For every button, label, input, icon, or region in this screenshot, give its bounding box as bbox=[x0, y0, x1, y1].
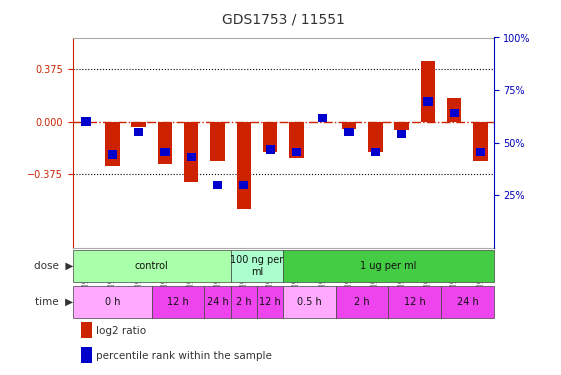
Bar bbox=[342, 122, 356, 129]
Bar bbox=[184, 122, 199, 182]
Text: percentile rank within the sample: percentile rank within the sample bbox=[96, 351, 272, 361]
FancyBboxPatch shape bbox=[204, 286, 231, 318]
FancyBboxPatch shape bbox=[231, 286, 257, 318]
Text: dose  ▶: dose ▶ bbox=[34, 261, 73, 271]
Text: 100 ng per
ml: 100 ng per ml bbox=[231, 255, 284, 277]
FancyBboxPatch shape bbox=[152, 286, 204, 318]
Bar bbox=[263, 122, 277, 153]
Bar bbox=[292, 148, 301, 156]
Bar bbox=[421, 62, 435, 122]
Bar bbox=[344, 128, 353, 136]
Text: 0 h: 0 h bbox=[104, 297, 120, 307]
Bar bbox=[134, 128, 143, 136]
Text: 12 h: 12 h bbox=[167, 297, 189, 307]
Bar bbox=[473, 122, 488, 161]
Text: 12 h: 12 h bbox=[259, 297, 281, 307]
Bar bbox=[160, 148, 169, 156]
Text: time  ▶: time ▶ bbox=[35, 297, 73, 307]
Bar bbox=[108, 150, 117, 159]
FancyBboxPatch shape bbox=[336, 286, 388, 318]
Bar bbox=[105, 122, 119, 166]
FancyBboxPatch shape bbox=[283, 286, 336, 318]
Bar bbox=[371, 148, 380, 156]
Text: 2 h: 2 h bbox=[355, 297, 370, 307]
Bar bbox=[424, 97, 433, 106]
Bar bbox=[158, 122, 172, 164]
Text: 24 h: 24 h bbox=[206, 297, 228, 307]
Text: control: control bbox=[135, 261, 169, 271]
FancyBboxPatch shape bbox=[283, 250, 494, 282]
Text: log2 ratio: log2 ratio bbox=[96, 326, 146, 336]
Bar bbox=[397, 130, 406, 138]
Bar bbox=[449, 109, 459, 117]
Text: GDS1753 / 11551: GDS1753 / 11551 bbox=[222, 12, 345, 26]
Bar bbox=[81, 322, 92, 338]
Bar bbox=[237, 122, 251, 208]
Bar bbox=[81, 347, 92, 363]
Text: 0.5 h: 0.5 h bbox=[297, 297, 322, 307]
Bar bbox=[368, 122, 383, 153]
FancyBboxPatch shape bbox=[73, 286, 152, 318]
Bar bbox=[394, 122, 409, 130]
Bar bbox=[318, 114, 328, 123]
FancyBboxPatch shape bbox=[73, 250, 231, 282]
FancyBboxPatch shape bbox=[231, 250, 283, 282]
Bar bbox=[476, 148, 485, 156]
Bar bbox=[265, 145, 275, 154]
Text: 12 h: 12 h bbox=[404, 297, 426, 307]
Bar bbox=[239, 180, 249, 189]
FancyBboxPatch shape bbox=[257, 286, 283, 318]
FancyBboxPatch shape bbox=[441, 286, 494, 318]
Bar bbox=[81, 117, 91, 126]
Bar bbox=[187, 153, 196, 161]
FancyBboxPatch shape bbox=[388, 286, 441, 318]
Text: 1 ug per ml: 1 ug per ml bbox=[360, 261, 417, 271]
Bar bbox=[213, 180, 222, 189]
Bar bbox=[131, 122, 146, 127]
Text: 2 h: 2 h bbox=[236, 297, 252, 307]
Bar bbox=[289, 122, 304, 158]
Bar bbox=[210, 122, 225, 161]
Bar bbox=[447, 98, 462, 122]
Text: 24 h: 24 h bbox=[457, 297, 479, 307]
